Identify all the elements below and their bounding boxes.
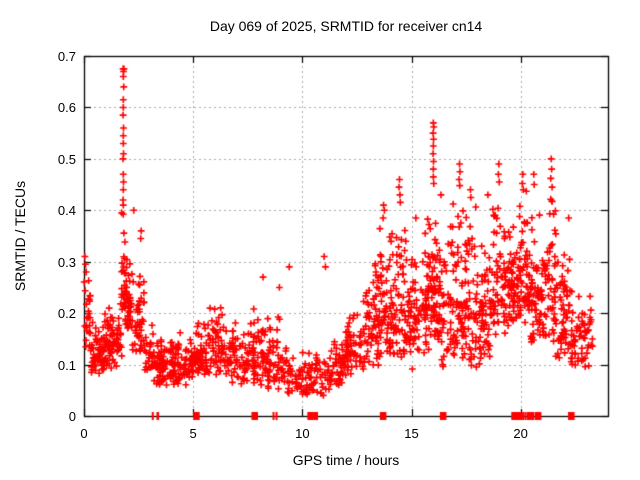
y-axis-label: SRMTID / TECUs <box>12 180 28 292</box>
y-tick-label: 0.4 <box>57 203 76 219</box>
x-tick-label: 5 <box>189 426 197 441</box>
x-tick-label: 10 <box>295 426 310 441</box>
x-tick-label: 20 <box>513 426 528 441</box>
y-tick-label: 0.5 <box>57 151 76 167</box>
x-tick-label: 15 <box>404 426 419 441</box>
chart-title: Day 069 of 2025, SRMTID for receiver cn1… <box>209 18 483 34</box>
y-tick-label: 0.6 <box>57 100 76 116</box>
y-tick-label: 0.1 <box>57 357 76 373</box>
y-tick-label: 0.2 <box>57 306 76 322</box>
y-tick-label: 0.3 <box>57 254 76 270</box>
y-tick-label: 0.7 <box>57 49 76 64</box>
x-tick-label: 0 <box>80 426 88 441</box>
x-axis-label: GPS time / hours <box>292 452 400 468</box>
y-tick-label: 0 <box>68 409 76 424</box>
